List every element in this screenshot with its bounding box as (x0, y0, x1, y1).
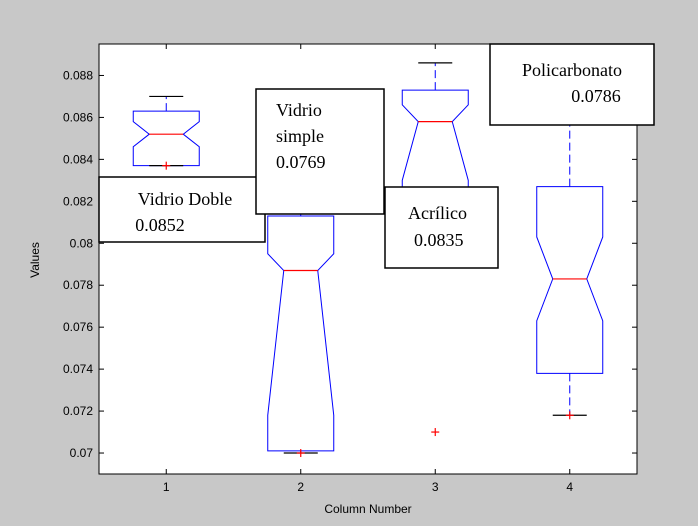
x-tick-label: 3 (432, 480, 439, 494)
annotation-value: 0.0835 (414, 230, 464, 250)
y-tick-label: 0.074 (63, 362, 93, 376)
axis-ticks: 0.07 0.072 0.074 0.076 0.078 0.08 0.082 0.084 0.… (63, 44, 637, 494)
box-notched-body (132, 110, 200, 167)
annotation-label: Vidrio Doble (138, 189, 232, 209)
annotation-value: 0.0852 (135, 215, 185, 235)
annotation-box (489, 43, 655, 126)
y-tick-label: 0.082 (63, 194, 93, 208)
x-tick-label: 1 (163, 480, 170, 494)
annotation-2: Vidrio simple 0.0769 (255, 88, 385, 215)
annotation-value: 0.0786 (571, 86, 621, 106)
box-notched-body (536, 186, 604, 374)
y-tick-label: 0.072 (63, 404, 93, 418)
annotation-label: simple (276, 126, 324, 146)
x-tick-label: 4 (566, 480, 573, 494)
box-1 (132, 95, 200, 170)
y-tick-label: 0.084 (63, 152, 93, 166)
y-tick-label: 0.07 (70, 446, 94, 460)
y-axis-label: Values (28, 242, 42, 278)
annotation-box (255, 88, 385, 215)
annotation-label: Acrílico (408, 203, 467, 223)
box-series (132, 62, 604, 458)
annotation-4: Policarbonato 0.0786 (489, 43, 655, 126)
y-tick-label: 0.078 (63, 278, 93, 292)
y-tick-label: 0.08 (70, 236, 94, 250)
box-notched-body (267, 215, 335, 452)
y-tick-label: 0.086 (63, 110, 93, 124)
y-tick-label: 0.076 (63, 320, 93, 334)
x-tick-label: 2 (297, 480, 304, 494)
box-notched-body (401, 89, 469, 196)
annotation-box (384, 186, 499, 269)
x-axis-label: Column Number (324, 502, 411, 516)
annotation-3: Acrílico 0.0835 (384, 186, 499, 269)
annotation-boxes: Vidrio Doble 0.0852 Vidrio simple 0.0769 Acrí… (98, 43, 655, 269)
y-tick-label: 0.088 (63, 68, 93, 82)
annotation-box (98, 176, 266, 243)
annotation-value: 0.0769 (276, 152, 326, 172)
annotation-label: Vidrio (276, 100, 322, 120)
annotation-label: Policarbonato (522, 60, 622, 80)
annotation-1: Vidrio Doble 0.0852 (98, 176, 266, 243)
